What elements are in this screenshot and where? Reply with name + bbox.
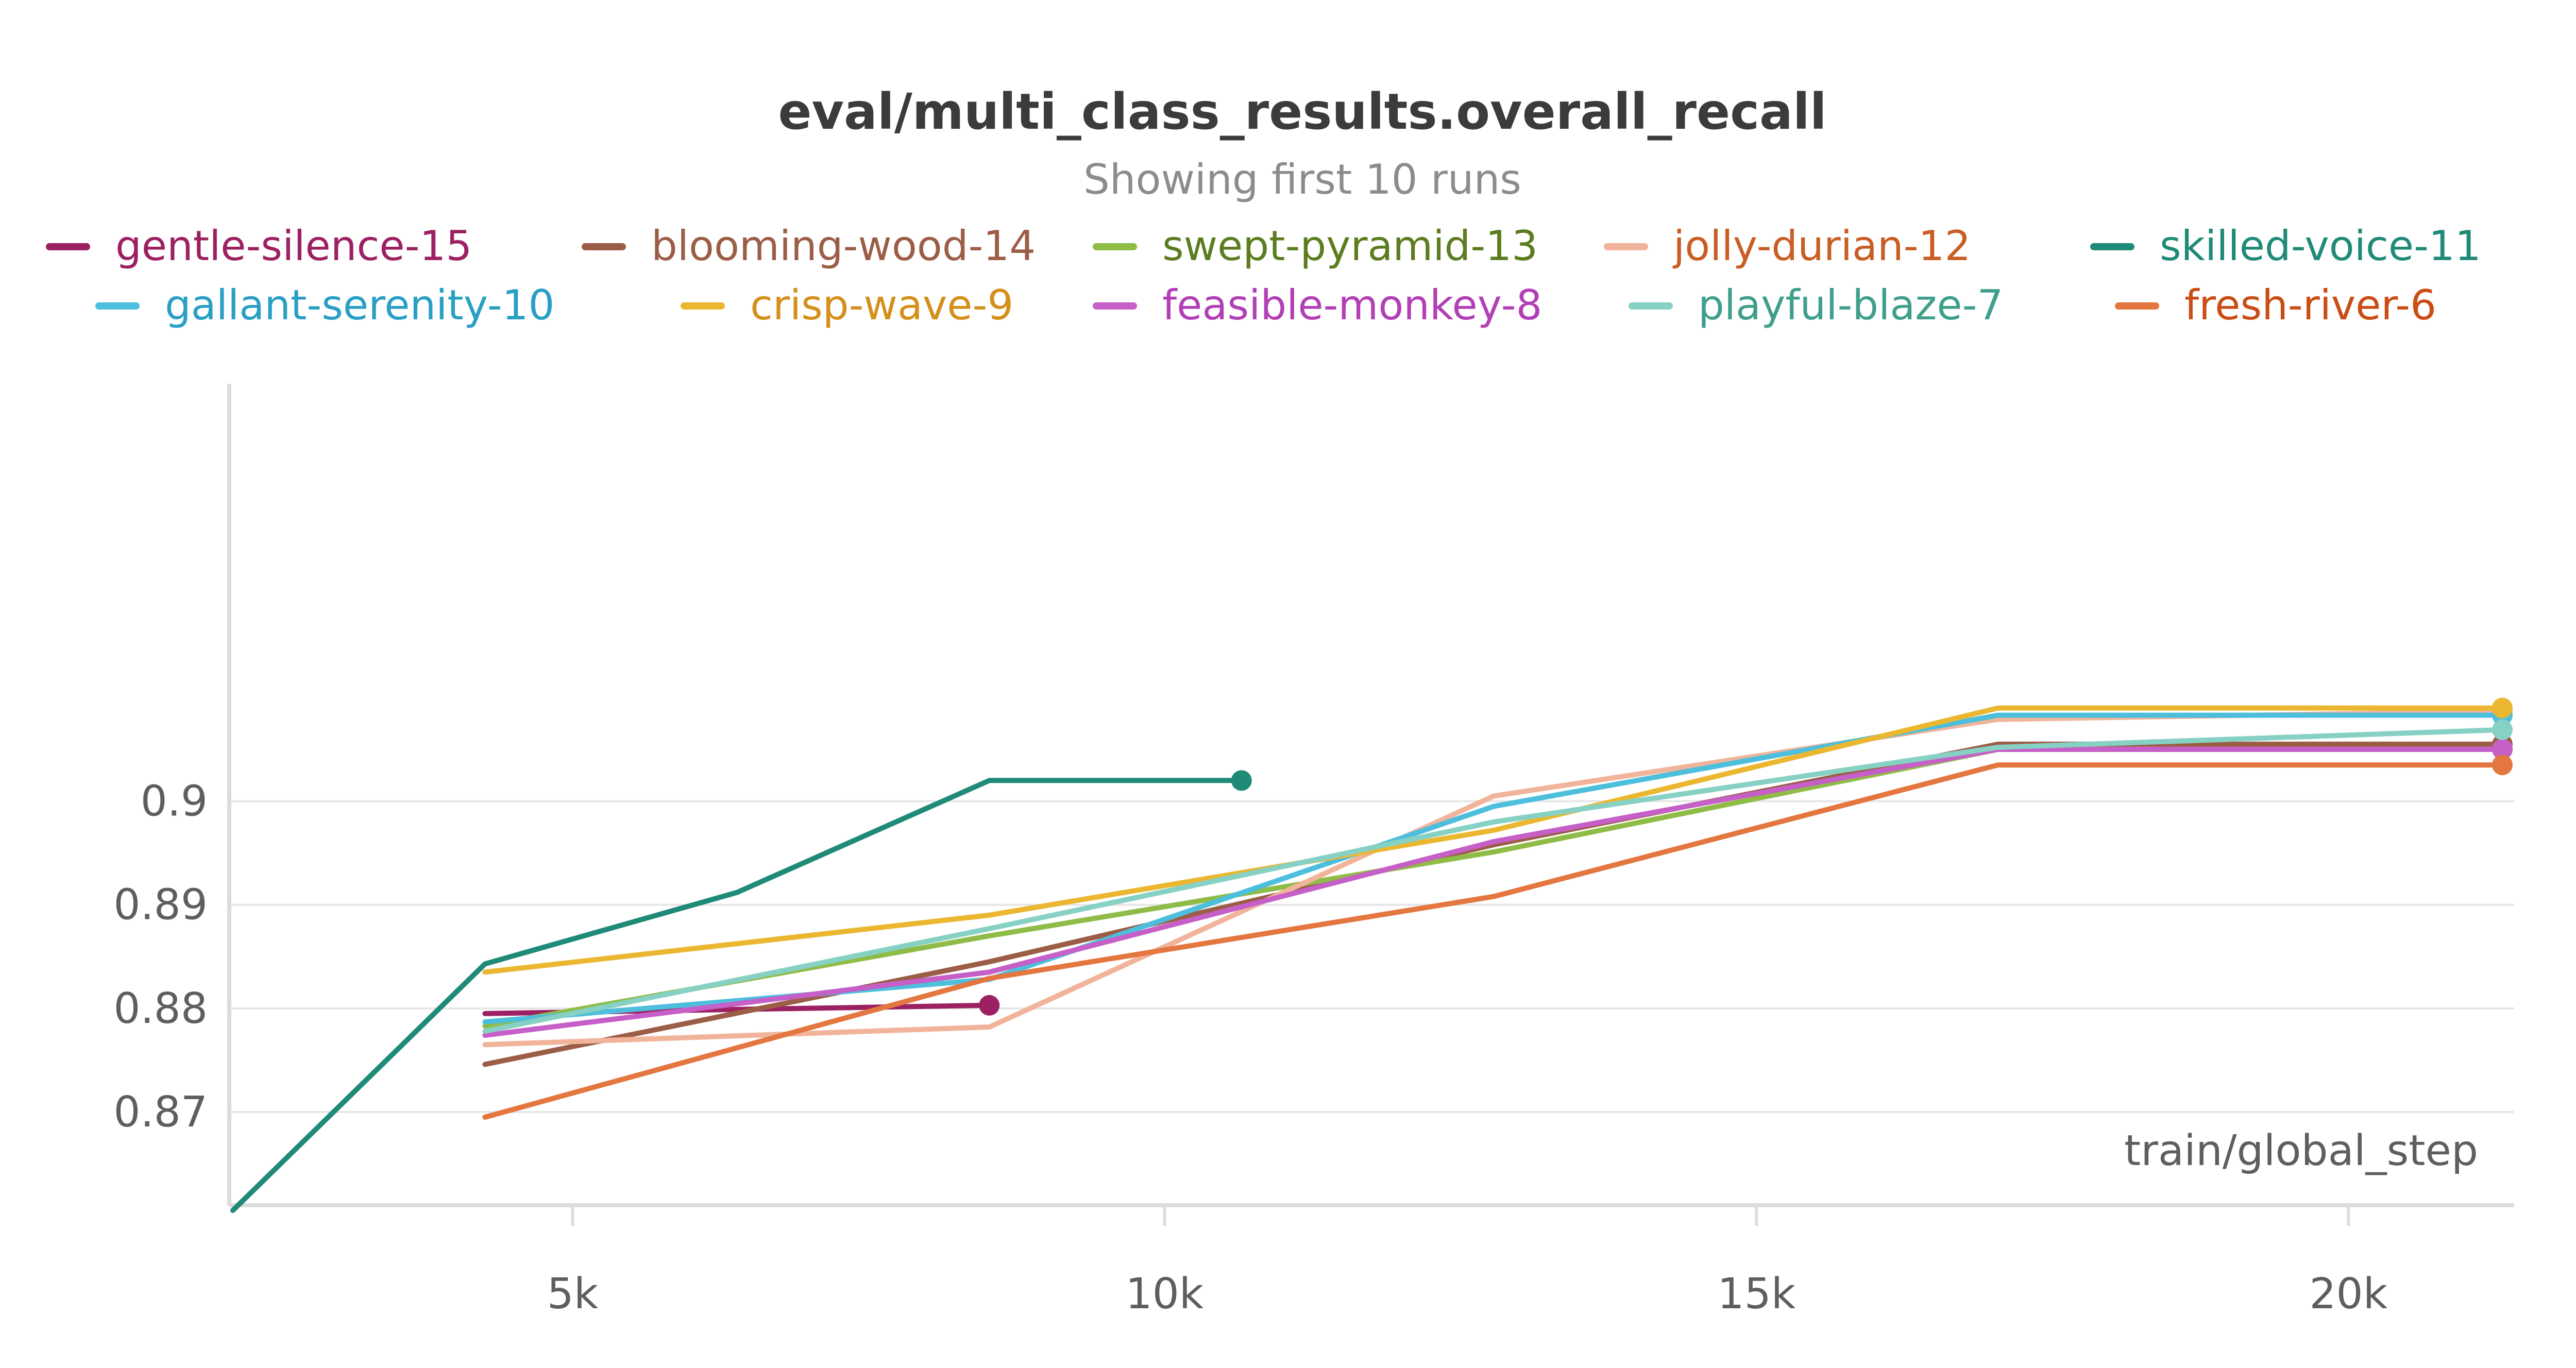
legend-label: feasible-monkey-8: [1162, 281, 1542, 329]
series-end-point-playful-blaze-7: [2492, 719, 2513, 740]
series-layer: [230, 697, 2513, 1213]
legend-item-crisp-wave-9: crisp-wave-9: [681, 281, 1013, 329]
series-line-swept-pyramid-13: [482, 747, 2505, 1029]
legend-label: blooming-wood-14: [651, 222, 1036, 270]
series-line-fresh-river-6: [482, 762, 2505, 1120]
series-end-point-fresh-river-6: [2492, 755, 2513, 776]
legend-item-fresh-river-6: fresh-river-6: [2115, 281, 2436, 329]
legend-label: swept-pyramid-13: [1162, 222, 1538, 270]
legend-label: jolly-durian-12: [1672, 222, 1971, 270]
y-tick-label: 0.9: [141, 777, 208, 826]
x-axis-label: train/global_step: [2124, 1126, 2478, 1175]
legend-label: crisp-wave-9: [750, 281, 1013, 329]
y-tick-label: 0.88: [113, 984, 208, 1033]
chart-legend: gentle-silence-15 blooming-wood-14 swept-p…: [46, 222, 2481, 329]
legend-label: playful-blaze-7: [1698, 281, 2003, 329]
y-tick-label: 0.87: [113, 1088, 208, 1137]
x-tick-label: 20k: [2309, 1270, 2387, 1319]
series-end-point-skilled-voice-11: [1231, 770, 1252, 791]
series-line-skilled-voice-11: [230, 778, 1244, 1213]
legend-label: gentle-silence-15: [115, 222, 472, 270]
legend-item-feasible-monkey-8: feasible-monkey-8: [1093, 281, 1542, 329]
legend-item-gentle-silence-15: gentle-silence-15: [46, 222, 472, 270]
chart-subtitle: Showing first 10 runs: [1083, 156, 1521, 203]
legend-item-playful-blaze-7: playful-blaze-7: [1629, 281, 2003, 329]
axes: 0.87 0.88 0.89 0.9 5k 10k 15k 20k: [113, 384, 2514, 1319]
legend-item-jolly-durian-12: jolly-durian-12: [1604, 222, 1971, 270]
series-end-point-feasible-monkey-8: [2492, 739, 2513, 760]
series-line-crisp-wave-9: [482, 705, 2505, 975]
y-tick-label: 0.89: [113, 881, 208, 930]
series-line-feasible-monkey-8: [482, 747, 2505, 1038]
grid-lines: [229, 800, 2514, 1113]
series-end-point-crisp-wave-9: [2492, 697, 2513, 719]
legend-item-swept-pyramid-13: swept-pyramid-13: [1093, 222, 1538, 270]
legend-label: fresh-river-6: [2184, 281, 2436, 329]
series-line-playful-blaze-7: [482, 727, 2505, 1034]
x-tick-label: 5k: [547, 1270, 599, 1319]
legend-item-skilled-voice-11: skilled-voice-11: [2090, 222, 2481, 270]
chart-title: eval/multi_class_results.overall_recall: [778, 83, 1826, 141]
legend-label: gallant-serenity-10: [165, 281, 554, 329]
legend-item-blooming-wood-14: blooming-wood-14: [582, 222, 1036, 270]
x-tick-label: 10k: [1125, 1270, 1204, 1319]
x-tick-label: 15k: [1717, 1270, 1795, 1319]
series-end-point-gentle-silence-15: [979, 995, 1000, 1016]
legend-item-gallant-serenity-10: gallant-serenity-10: [95, 281, 554, 329]
legend-label: skilled-voice-11: [2160, 222, 2481, 270]
